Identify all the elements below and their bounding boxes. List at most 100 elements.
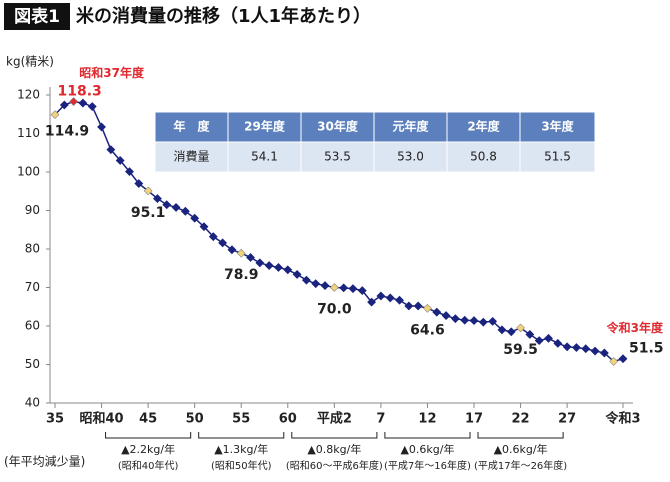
x-tick-label: 55: [232, 412, 250, 427]
marker: [87, 102, 97, 111]
table-header-cell: [446, 111, 521, 143]
annotation: 令和3年度: [606, 320, 664, 335]
rate-period: (昭和60～平成6年度): [286, 459, 383, 472]
marker: [106, 145, 116, 155]
marker: [283, 265, 293, 275]
marker: [69, 97, 79, 106]
bracket: [477, 432, 564, 439]
table-cell: [227, 141, 302, 173]
badge: 図表1: [14, 6, 60, 27]
marker: [246, 253, 255, 262]
y-tick-label: 50: [25, 357, 40, 371]
table-cell-text: 50.8: [470, 150, 497, 164]
y-tick-label: 70: [25, 280, 40, 294]
marker: [441, 311, 451, 321]
data-label: 51.5: [629, 341, 664, 357]
table-cell-text: 消費量: [173, 149, 209, 164]
marker: [404, 301, 414, 311]
annotation: 昭和37年度: [79, 65, 145, 80]
marker: [488, 316, 498, 326]
rate-note: ▲1.3kg/年: [214, 442, 268, 456]
x-tick-label: 60: [279, 412, 297, 427]
marker: [618, 354, 628, 364]
marker: [376, 291, 386, 301]
marker: [357, 286, 367, 296]
y-tick-label: 40: [25, 396, 40, 410]
rate-note: ▲0.8kg/年: [307, 442, 361, 456]
table-header-cell: [300, 111, 375, 143]
marker: [301, 275, 311, 285]
bracket: [384, 432, 471, 439]
rate-note: ▲0.6kg/年: [494, 442, 548, 456]
marker: [190, 213, 200, 223]
data-label: 70.0: [317, 302, 352, 318]
marker: [478, 317, 488, 327]
marker: [590, 346, 600, 356]
table-header-text: 30年度: [317, 119, 359, 134]
table-cell: [446, 141, 521, 173]
marker: [199, 222, 209, 232]
marker: [562, 342, 572, 352]
table-header-text: 2年度: [467, 119, 500, 134]
table-cell: [300, 141, 375, 173]
table-cell-text: 51.5: [544, 150, 571, 164]
table-cell-text: 53.0: [397, 150, 424, 164]
table-header-cell: [519, 111, 596, 143]
x-tick-label: 50: [186, 412, 204, 427]
marker: [450, 314, 460, 324]
marker: [534, 336, 544, 346]
marker: [497, 325, 507, 335]
marker: [115, 156, 125, 165]
rate-period: (平成7年～16年度): [384, 459, 471, 472]
marker: [385, 293, 395, 303]
marker: [162, 200, 172, 210]
x-tick-label: 平成2: [317, 411, 352, 427]
bracket: [198, 432, 285, 439]
y-tick-label: 90: [25, 203, 40, 217]
data-label: 64.6: [410, 322, 445, 338]
marker: [432, 307, 442, 317]
marker: [423, 303, 432, 313]
marker: [292, 269, 302, 279]
marker: [255, 258, 265, 268]
y-tick-label: 60: [25, 319, 40, 333]
table-cell: [154, 141, 229, 173]
marker: [544, 333, 553, 343]
rate-period: (昭和50年代): [211, 459, 272, 472]
marker: [516, 323, 525, 333]
y-tick-label: 110: [17, 126, 40, 140]
x-tick-label: 45: [139, 412, 157, 427]
marker: [506, 327, 516, 337]
marker: [264, 261, 274, 270]
table-header-text: 3年度: [541, 119, 574, 134]
marker: [143, 186, 153, 196]
marker: [320, 281, 330, 290]
marker: [460, 315, 470, 325]
x-tick-label: 27: [558, 412, 576, 427]
data-label: 114.9: [45, 124, 89, 140]
table-cell: [519, 141, 596, 173]
marker: [59, 100, 69, 110]
marker: [469, 316, 479, 326]
marker: [236, 248, 246, 258]
x-tick-label: 7: [376, 412, 385, 427]
data-label: 78.9: [224, 267, 259, 283]
marker: [125, 167, 134, 177]
x-tick-label: 昭和40: [80, 411, 124, 427]
marker: [581, 344, 591, 354]
x-tick-label: 令和3: [605, 411, 640, 427]
y-axis-label: kg(精米): [6, 55, 54, 69]
marker: [311, 279, 321, 289]
table-header-text: 29年度: [244, 119, 286, 134]
marker: [348, 284, 358, 294]
data-label: 118.3: [57, 84, 101, 100]
marker: [525, 330, 535, 339]
marker: [134, 179, 144, 188]
marker: [78, 98, 88, 108]
y-tick-label: 100: [17, 165, 40, 179]
data-label: 95.1: [131, 205, 166, 221]
table-cell: [373, 141, 448, 173]
marker: [339, 283, 349, 293]
x-tick-label: 22: [512, 412, 530, 427]
